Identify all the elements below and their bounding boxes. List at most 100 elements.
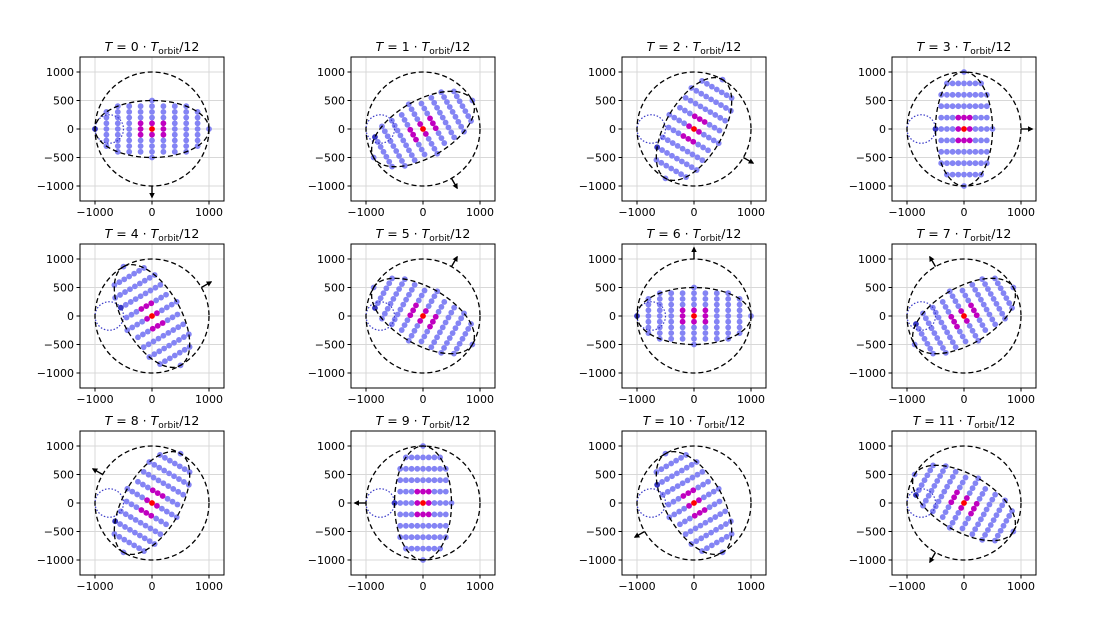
particle-dot [966, 490, 973, 497]
particle-dot [403, 465, 409, 472]
inner-dot [701, 119, 708, 125]
roche-circle [365, 114, 396, 144]
particle-dot [722, 508, 729, 515]
inner-dot [691, 512, 698, 519]
particle-dot [935, 314, 942, 321]
particle-dot [431, 454, 438, 461]
particle-dot [671, 511, 678, 518]
particle-dot [163, 508, 170, 515]
particle-dot [158, 518, 165, 525]
particle-dot [194, 120, 201, 127]
inner-dot [149, 131, 155, 138]
particle-dot [718, 524, 724, 530]
particle-dot [411, 157, 418, 164]
particle-dot [445, 124, 452, 131]
particle-dot [949, 339, 956, 346]
particle-dot [401, 322, 408, 329]
particle-dot [962, 474, 969, 481]
particle-dot [693, 538, 700, 545]
y-tick-label: 0 [879, 497, 886, 510]
particle-dot [160, 103, 167, 110]
particle-dot [725, 301, 732, 308]
particle-dot [114, 109, 121, 115]
particle-dot [678, 467, 685, 474]
particle-dot [992, 491, 999, 498]
particle-dot [975, 475, 982, 482]
y-tick-label: −1000 [849, 367, 886, 380]
particle-dot [679, 324, 686, 331]
inner-dot [955, 114, 962, 121]
particle-dot [155, 477, 162, 484]
particle-dot [707, 516, 714, 523]
particle-dot [928, 325, 935, 332]
particle-dot [702, 301, 709, 308]
particle-dot [966, 103, 973, 110]
particle-dot [103, 114, 110, 121]
particle-dot [679, 290, 686, 297]
particle-dot [160, 109, 167, 115]
particle-dot [114, 143, 121, 150]
inner-dot [685, 490, 692, 497]
particle-dot [972, 171, 979, 178]
particle-dot [677, 104, 683, 111]
inner-dot [696, 497, 702, 504]
particle-dot [391, 316, 398, 323]
particle-dot [408, 152, 415, 159]
particle-dot [151, 461, 158, 468]
y-tick-label: 0 [609, 310, 616, 323]
center-dot [691, 313, 697, 319]
particle-dot [708, 529, 714, 536]
particle-dot [934, 478, 941, 484]
particle-dot [961, 171, 967, 178]
particle-dot [956, 328, 963, 335]
particle-dot [703, 93, 710, 100]
particle-dot [962, 520, 969, 527]
particle-dot [656, 318, 663, 325]
particle-dot [437, 500, 443, 506]
body-ellipse [94, 99, 210, 159]
particle-dot [448, 309, 455, 316]
inner-dot [160, 126, 167, 132]
particle-dot [940, 468, 946, 474]
x-tick-label: −1000 [76, 393, 113, 406]
particle-dot [122, 511, 129, 518]
particle-dot [114, 120, 121, 127]
particle-dot [403, 488, 409, 495]
particle-dot [700, 494, 707, 501]
particle-dot [938, 137, 945, 144]
particle-dot [966, 91, 973, 98]
particle-dot [153, 297, 160, 304]
particle-dot [961, 148, 967, 155]
particle-dot [131, 542, 138, 549]
body-ellipse [636, 286, 752, 346]
y-tick-label: 0 [609, 123, 616, 136]
particle-dot [141, 265, 147, 271]
particle-dot [437, 534, 443, 541]
particle-dot [713, 313, 720, 319]
particle-dot [389, 275, 395, 282]
inner-dot [954, 489, 960, 496]
particle-dot [114, 148, 121, 155]
particle-dot [705, 147, 711, 154]
direction-arrow [929, 552, 937, 564]
inner-dot [691, 318, 697, 325]
particle-dot [151, 351, 158, 358]
particle-dot [117, 508, 124, 515]
particle-dot [674, 470, 680, 477]
particle-dot [713, 296, 720, 302]
y-tick-label: 0 [879, 123, 886, 136]
inner-dot [968, 302, 974, 309]
particle-dot [171, 473, 177, 480]
inner-dot [970, 307, 977, 314]
particle-dot [689, 151, 696, 158]
particle-dot [168, 511, 175, 518]
particle-dot [938, 493, 945, 500]
particle-dot [705, 491, 712, 498]
particle-dot [938, 319, 945, 326]
inner-dot [417, 318, 424, 324]
particle-dot [171, 352, 178, 359]
roche-circle [906, 114, 937, 144]
particle-dot [411, 281, 418, 288]
particle-dot [414, 454, 421, 461]
particle-dot [149, 148, 155, 155]
